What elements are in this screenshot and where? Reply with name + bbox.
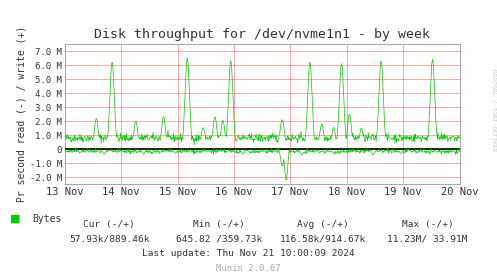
Text: 116.58k/914.67k: 116.58k/914.67k bbox=[280, 235, 366, 244]
Text: 57.93k/889.46k: 57.93k/889.46k bbox=[69, 235, 150, 244]
Title: Disk throughput for /dev/nvme1n1 - by week: Disk throughput for /dev/nvme1n1 - by we… bbox=[94, 28, 430, 42]
Text: 11.23M/ 33.91M: 11.23M/ 33.91M bbox=[387, 235, 468, 244]
Text: 645.82 /359.73k: 645.82 /359.73k bbox=[175, 235, 262, 244]
Y-axis label: Pr second read (-) / write (+): Pr second read (-) / write (+) bbox=[17, 26, 27, 202]
Text: Cur (-/+): Cur (-/+) bbox=[83, 220, 135, 229]
Text: RRDTOOL / TOBI OETIKER: RRDTOOL / TOBI OETIKER bbox=[491, 69, 496, 151]
Text: Last update: Thu Nov 21 10:00:09 2024: Last update: Thu Nov 21 10:00:09 2024 bbox=[142, 249, 355, 258]
Text: Max (-/+): Max (-/+) bbox=[402, 220, 453, 229]
Text: Bytes: Bytes bbox=[32, 214, 62, 224]
Text: Min (-/+): Min (-/+) bbox=[193, 220, 245, 229]
Text: ■: ■ bbox=[10, 214, 20, 224]
Text: Avg (-/+): Avg (-/+) bbox=[297, 220, 349, 229]
Text: Munin 2.0.67: Munin 2.0.67 bbox=[216, 265, 281, 273]
